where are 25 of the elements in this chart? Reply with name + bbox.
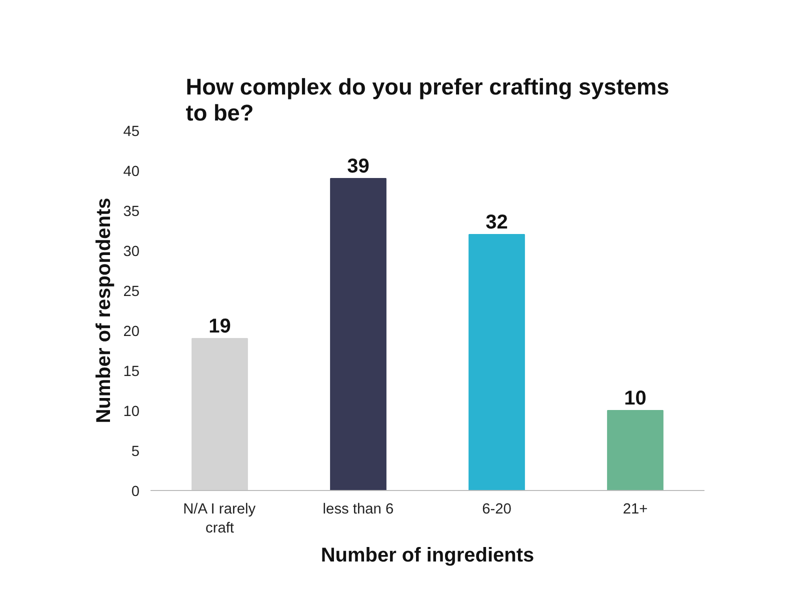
y-tick-label: 45 [123, 124, 140, 140]
data-label: 39 [347, 156, 370, 178]
y-tick-label: 15 [123, 364, 140, 380]
x-tick-label: N/A I rarely craft [183, 502, 256, 537]
x-tick-label: 21+ [622, 502, 648, 518]
y-tick-label: 40 [123, 164, 140, 180]
x-axis-title: Number of ingredients [320, 544, 534, 567]
data-label: 19 [208, 316, 231, 338]
x-tick-label: less than 6 [322, 502, 394, 518]
y-tick-label: 35 [123, 204, 140, 220]
bar [192, 338, 248, 490]
chart-title: How complex do you prefer crafting systems to be? [186, 74, 670, 126]
y-axis-title: Number of respondents [93, 198, 116, 424]
y-tick-label: 30 [123, 244, 140, 260]
bar [468, 234, 525, 490]
bar [607, 410, 664, 490]
y-tick-label: 20 [123, 324, 140, 340]
y-tick-label: 10 [123, 404, 140, 420]
y-tick-label: 5 [131, 444, 140, 460]
data-label: 10 [624, 388, 646, 410]
bar [330, 178, 386, 490]
x-tick-label: 6-20 [482, 502, 512, 518]
y-tick-label: 0 [131, 484, 140, 500]
data-label: 32 [486, 212, 508, 234]
y-tick-label: 25 [123, 284, 140, 300]
